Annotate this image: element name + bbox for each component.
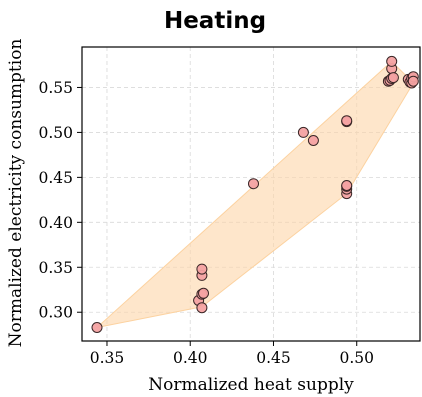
y-tick-label: 0.50 — [38, 124, 73, 142]
scatter-point — [386, 55, 398, 67]
scatter-point — [196, 302, 208, 314]
y-tick-label: 0.40 — [38, 214, 73, 232]
scatter-point — [248, 178, 259, 190]
x-tick-label: 0.45 — [256, 349, 291, 367]
x-tick-label: 0.50 — [339, 349, 374, 367]
y-tick-label: 0.30 — [38, 304, 73, 322]
scatter-point — [91, 322, 103, 333]
scatter-point — [297, 126, 309, 138]
convex-hull-area — [95, 60, 414, 329]
x-tick-label: 0.40 — [173, 349, 208, 367]
x-axis-label: Normalized heat supply — [148, 375, 354, 395]
y-tick-label: 0.35 — [38, 259, 73, 277]
scatter-point — [198, 287, 209, 299]
scatter-point — [341, 115, 353, 127]
scatter-point — [407, 75, 419, 87]
scatter-point — [196, 263, 208, 275]
chart-title: Heating — [164, 8, 266, 34]
scatter-point — [341, 180, 353, 191]
scatter-point — [387, 72, 399, 84]
scatter-points — [91, 55, 419, 333]
x-tick-label: 0.35 — [90, 349, 125, 367]
x-axis-ticks: 0.35 0.40 0.45 0.50 — [90, 341, 374, 367]
plot-frame — [81, 46, 421, 342]
y-tick-label: 0.55 — [38, 79, 73, 97]
y-axis-ticks: 0.30 0.35 0.40 0.45 0.50 0.55 — [38, 79, 82, 322]
y-tick-label: 0.45 — [38, 169, 73, 187]
y-axis-label: Normalized electricity consumption — [6, 39, 26, 348]
scatter-point — [307, 135, 319, 146]
